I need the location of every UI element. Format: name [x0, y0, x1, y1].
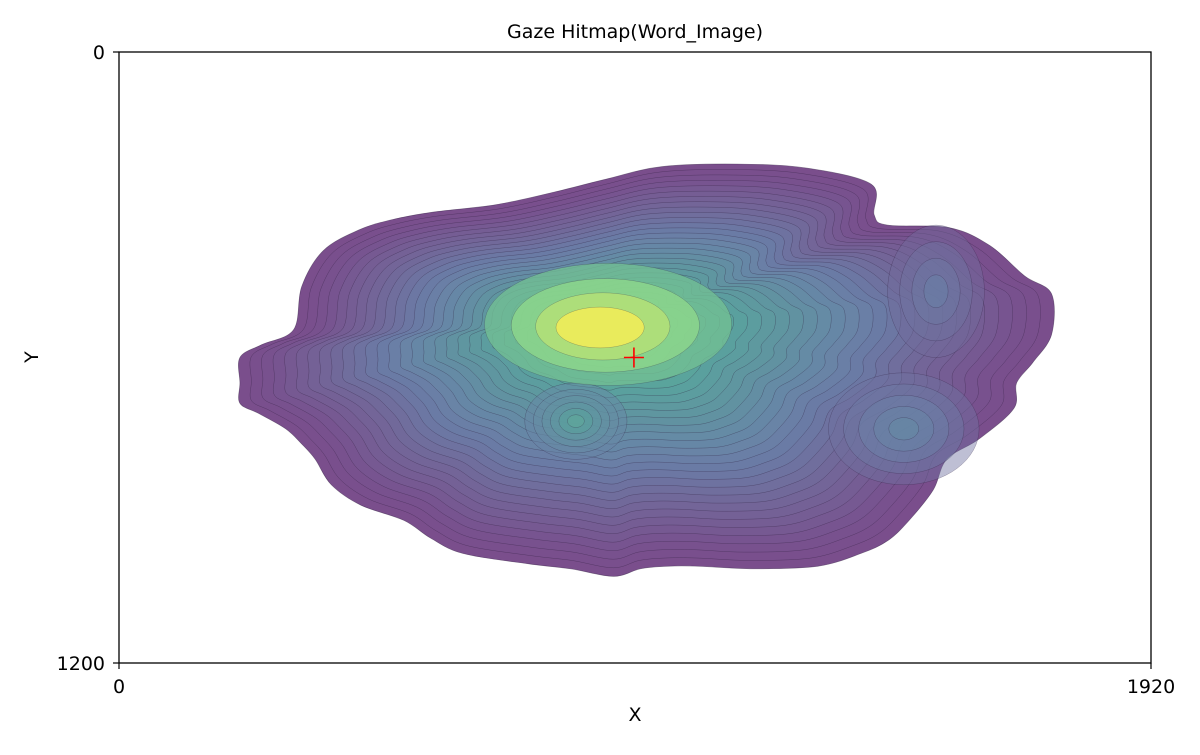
density-secondary-peak-ring	[873, 406, 935, 452]
density-secondary-peak-ring	[541, 395, 611, 447]
density-secondary-peak-ring	[550, 401, 602, 441]
density-secondary-peak-ring	[843, 383, 965, 474]
density-secondary-peak-ring	[899, 241, 973, 342]
density-peak-core	[555, 306, 645, 349]
y-axis-label: Y	[21, 351, 43, 364]
y-axis: 0 1200 Y	[21, 42, 119, 675]
plot-frame	[118, 51, 1152, 664]
density-secondary-peak-ring	[567, 414, 585, 428]
density-secondary-peak-ring	[533, 389, 619, 454]
x-axis: 0 1920 X	[113, 663, 1175, 726]
density-secondary-peak-ring	[911, 257, 961, 325]
y-tick-label-top: 0	[93, 42, 105, 64]
density-secondary-peak-ring	[888, 417, 920, 441]
density-secondary-peak-ring	[558, 408, 594, 435]
x-tick-label-start: 0	[113, 676, 125, 698]
center-marker	[623, 347, 644, 368]
density-secondary-peak-ring	[923, 274, 949, 309]
x-tick-label-end: 1920	[1127, 676, 1175, 698]
density-secondary-peak-ring	[858, 394, 950, 463]
x-axis-label: X	[628, 704, 641, 726]
density-contours	[238, 163, 1055, 577]
chart-title: Gaze Hitmap(Word_Image)	[507, 21, 763, 43]
y-tick-label-bottom: 1200	[57, 653, 105, 675]
density-secondary-peak-ring	[828, 372, 980, 486]
density-secondary-peak-ring	[887, 224, 985, 358]
